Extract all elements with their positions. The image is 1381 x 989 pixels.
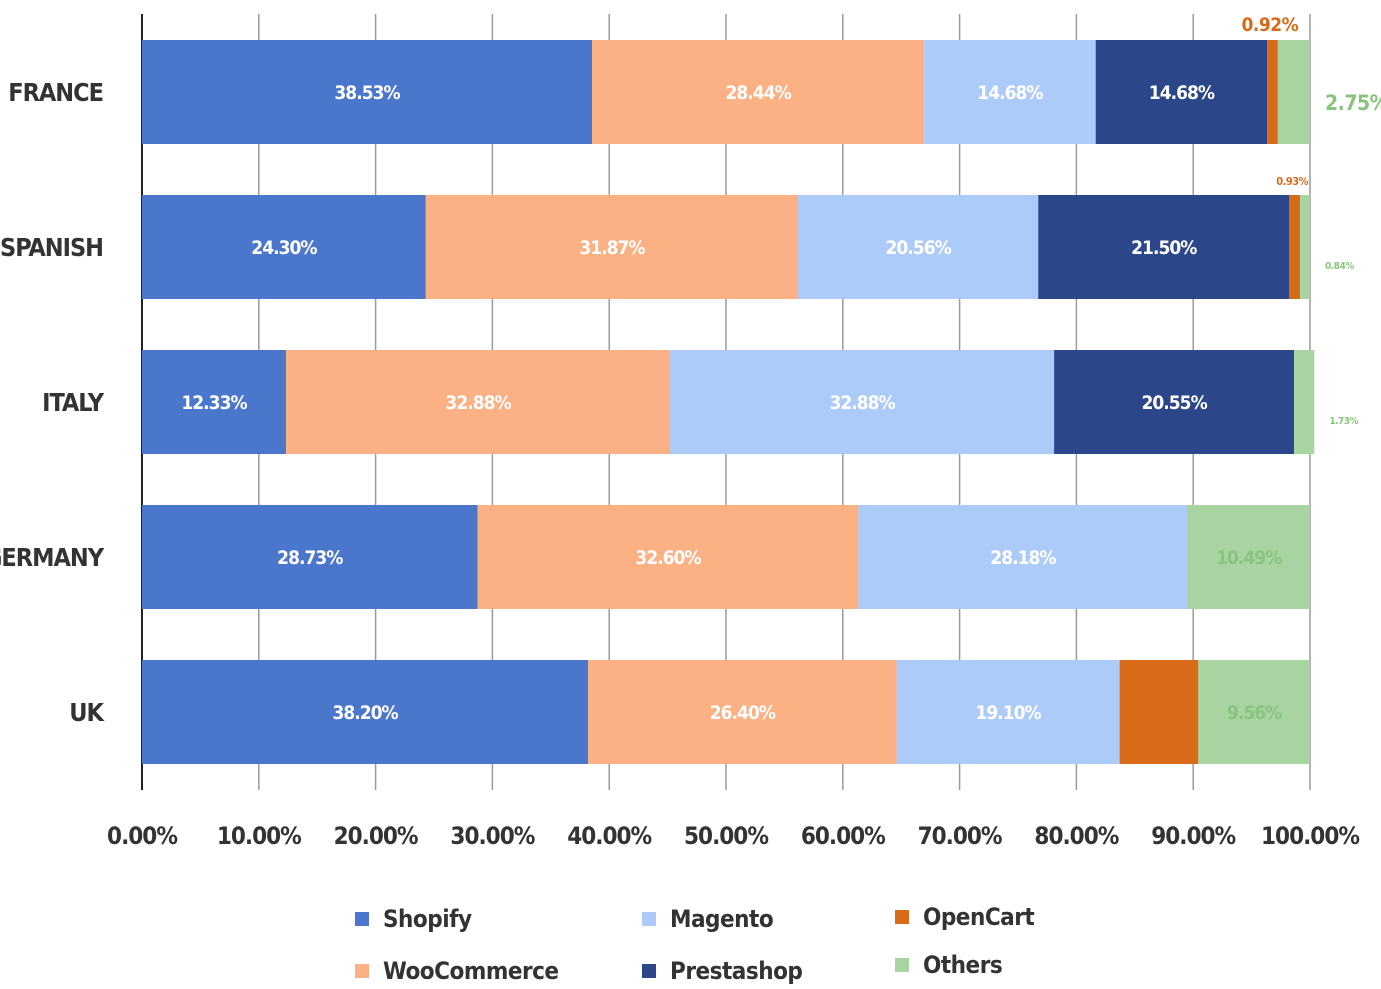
bar-shopify-spanish xyxy=(142,195,426,299)
data-label-magento-uk: 19.10% xyxy=(975,702,1041,724)
x-tick-label: 60.00% xyxy=(801,822,885,850)
data-label-prestashop-spanish: 21.50% xyxy=(1131,237,1197,259)
data-label-magento-germany: 28.18% xyxy=(990,547,1056,569)
category-label-germany: GERMANY xyxy=(0,543,105,572)
data-label-others-france: 2.75% xyxy=(1325,91,1381,115)
bar-prestashop-spanish xyxy=(1038,195,1290,299)
data-label-woocommerce-germany: 32.60% xyxy=(635,547,701,569)
category-label-spanish: SPANISH xyxy=(0,233,103,262)
bar-others-germany xyxy=(1187,505,1310,609)
legend-swatch-others xyxy=(895,958,909,972)
data-label-others-germany: 10.49% xyxy=(1216,547,1282,569)
legend-item-others[interactable]: Others xyxy=(895,951,1003,979)
bar-opencart-spanish xyxy=(1289,195,1301,299)
bar-shopify-uk xyxy=(142,660,589,764)
bar-woocommerce-germany xyxy=(477,505,859,609)
data-label-opencart-spanish: 0.93% xyxy=(1276,175,1308,188)
data-label-woocommerce-italy: 32.88% xyxy=(445,392,511,414)
data-label-woocommerce-uk: 26.40% xyxy=(710,702,776,724)
category-label-italy: ITALY xyxy=(42,388,105,417)
bar-woocommerce-italy xyxy=(286,350,671,454)
bar-magento-spanish xyxy=(798,195,1039,299)
data-label-opencart-uk: 6.74% xyxy=(1132,702,1187,724)
x-tick-label: 100.00% xyxy=(1261,822,1359,850)
legend-item-woocommerce[interactable]: WooCommerce xyxy=(355,957,559,985)
data-label-prestashop-france: 14.68% xyxy=(1149,82,1215,104)
legend-label-opencart: OpenCart xyxy=(923,903,1035,931)
bar-magento-france xyxy=(924,40,1096,144)
legend-swatch-woocommerce xyxy=(355,964,369,978)
data-label-prestashop-italy: 20.55% xyxy=(1142,392,1208,414)
legend-item-magento[interactable]: Magento xyxy=(642,905,774,933)
bar-prestashop-italy xyxy=(1054,350,1295,454)
data-label-shopify-germany: 28.73% xyxy=(277,547,343,569)
x-tick-label: 20.00% xyxy=(334,822,418,850)
legend-item-opencart[interactable]: OpenCart xyxy=(895,903,1035,931)
data-label-woocommerce-france: 28.44% xyxy=(726,82,792,104)
bar-shopify-france xyxy=(142,40,593,144)
bar-others-spanish xyxy=(1300,195,1310,299)
bar-woocommerce-france xyxy=(592,40,925,144)
data-label-others-spanish: 0.84% xyxy=(1325,261,1354,272)
legend-label-prestashop: Prestashop xyxy=(670,957,803,985)
data-label-shopify-france: 38.53% xyxy=(334,82,400,104)
legend-label-magento: Magento xyxy=(670,905,774,933)
data-label-shopify-spanish: 24.30% xyxy=(251,237,317,259)
data-label-others-italy: 1.73% xyxy=(1329,416,1358,427)
bar-others-france xyxy=(1277,40,1310,144)
x-tick-label: 10.00% xyxy=(217,822,301,850)
x-tick-label: 30.00% xyxy=(450,822,534,850)
data-label-others-uk: 9.56% xyxy=(1227,702,1282,724)
category-labels: FRANCE SPANISH ITALY GERMANY UK xyxy=(0,78,107,727)
x-tick-label: 90.00% xyxy=(1151,822,1235,850)
bar-segments xyxy=(142,40,1315,764)
bar-magento-uk xyxy=(896,660,1120,764)
bar-woocommerce-spanish xyxy=(425,195,799,299)
bar-shopify-italy xyxy=(142,350,287,454)
data-label-magento-italy: 32.88% xyxy=(829,392,895,414)
data-label-magento-france: 14.68% xyxy=(977,82,1043,104)
bar-opencart-france xyxy=(1267,40,1278,144)
legend-swatch-magento xyxy=(642,912,656,926)
bar-others-italy xyxy=(1294,350,1315,454)
bar-opencart-uk xyxy=(1119,660,1199,764)
bar-magento-italy xyxy=(670,350,1055,454)
legend-swatch-shopify xyxy=(355,912,369,926)
data-label-shopify-italy: 12.33% xyxy=(181,392,247,414)
x-tick-label: 70.00% xyxy=(918,822,1002,850)
data-label-opencart-france: 0.92% xyxy=(1241,14,1298,36)
bar-woocommerce-uk xyxy=(588,660,897,764)
x-tick-label: 0.00% xyxy=(107,822,177,850)
x-tick-label: 80.00% xyxy=(1034,822,1118,850)
stacked-bar-chart: 38.53% 28.44% 14.68% 14.68% 0.92% 2.75% 24.30%… xyxy=(0,14,1381,850)
legend-item-prestashop[interactable]: Prestashop xyxy=(642,957,803,985)
legend-label-others: Others xyxy=(923,951,1003,979)
data-label-woocommerce-spanish: 31.87% xyxy=(579,237,645,259)
category-label-france: FRANCE xyxy=(8,78,103,107)
bar-prestashop-france xyxy=(1095,40,1268,144)
legend-label-woocommerce: WooCommerce xyxy=(383,957,559,985)
legend: Shopify Magento OpenCart WooCommerce Pre… xyxy=(355,903,1075,989)
legend-item-shopify[interactable]: Shopify xyxy=(355,905,472,933)
segment-labels: 38.53% 28.44% 14.68% 14.68% 0.92% 2.75% 24.30%… xyxy=(181,14,1381,724)
legend-label-shopify: Shopify xyxy=(383,905,472,933)
data-label-magento-spanish: 20.56% xyxy=(886,237,952,259)
bar-shopify-germany xyxy=(142,505,478,609)
legend-swatch-opencart xyxy=(895,910,909,924)
bar-others-uk xyxy=(1198,660,1310,764)
x-tick-label: 50.00% xyxy=(684,822,768,850)
data-label-shopify-uk: 38.20% xyxy=(332,702,398,724)
x-axis-tick-labels: 0.00% 10.00% 20.00% 30.00% 40.00% 50.00% 60.00… xyxy=(107,822,1360,850)
category-label-uk: UK xyxy=(69,698,105,727)
bar-magento-germany xyxy=(858,505,1188,609)
x-tick-label: 40.00% xyxy=(567,822,651,850)
legend-swatch-prestashop xyxy=(642,964,656,978)
